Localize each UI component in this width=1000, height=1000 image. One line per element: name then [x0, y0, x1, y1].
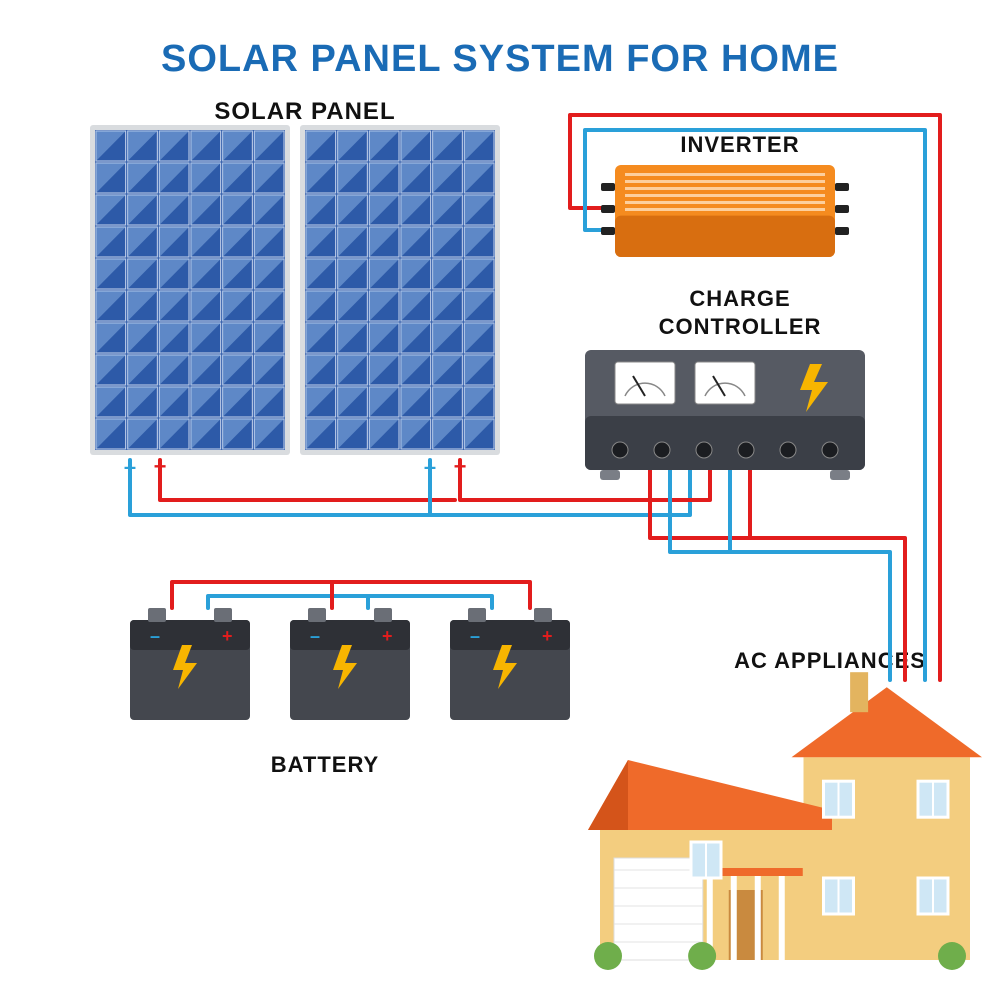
battery-icon	[130, 608, 250, 720]
svg-text:–: –	[470, 626, 480, 646]
svg-text:–: –	[310, 626, 320, 646]
inverter-icon	[601, 165, 849, 257]
house-icon	[588, 672, 982, 970]
charge-controller-icon	[585, 350, 865, 480]
svg-text:+: +	[382, 626, 393, 646]
svg-text:–: –	[124, 454, 136, 479]
solar-panel-icon	[90, 125, 290, 455]
svg-text:–: –	[424, 454, 436, 479]
diagram-stage: SOLAR PANEL SYSTEM FOR HOME SOLAR PANEL …	[0, 0, 1000, 1000]
svg-text:–: –	[150, 626, 160, 646]
svg-text:+: +	[542, 626, 553, 646]
svg-text:+: +	[222, 626, 233, 646]
battery-icon	[290, 608, 410, 720]
svg-text:+: +	[154, 454, 167, 479]
svg-text:+: +	[454, 454, 467, 479]
solar-panel-icon	[300, 125, 500, 455]
battery-icon	[450, 608, 570, 720]
diagram-svg: –+–+–+–+–+	[0, 0, 1000, 1000]
